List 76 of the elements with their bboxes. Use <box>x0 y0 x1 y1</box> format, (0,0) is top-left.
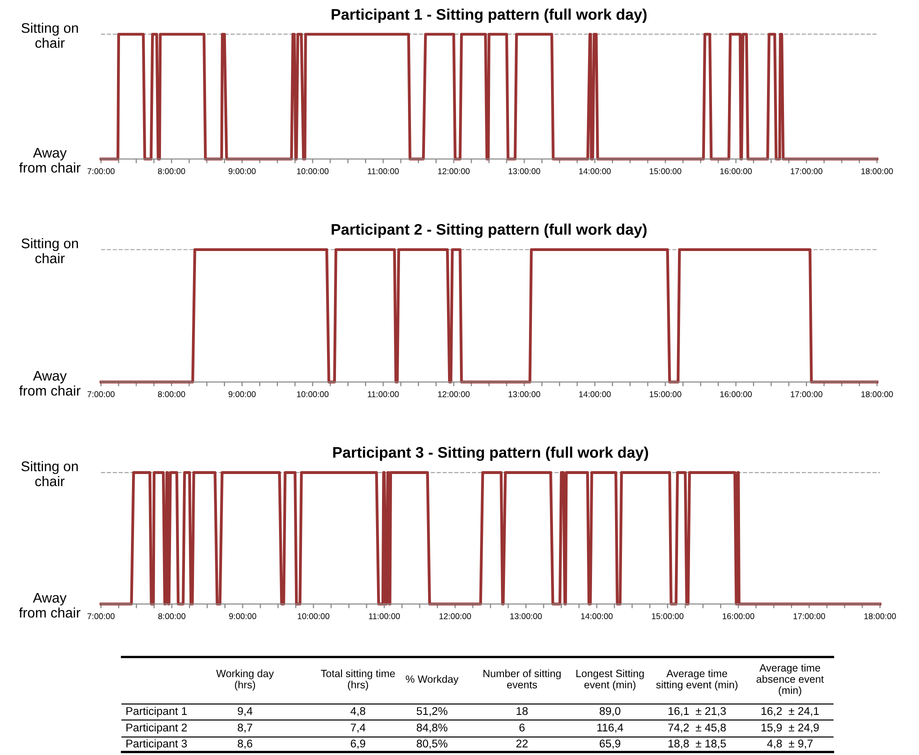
x-tick-label: 9:00:00 <box>229 613 256 620</box>
x-tick-label: 14:00:00 <box>579 168 611 174</box>
x-tick-label: 12:00:00 <box>438 168 470 174</box>
x-tick-label: 14:00:00 <box>581 613 613 620</box>
text: 4,8 <box>350 707 366 716</box>
text: 89,0 <box>600 707 620 716</box>
category-label: Participant 1 <box>126 706 187 718</box>
chart-title: Participant 2 - Sitting pattern (full work day) <box>332 224 647 238</box>
text: 80,5% <box>416 740 448 749</box>
category-label: Sitting on chair <box>21 461 78 486</box>
x-tick-label: 14:00:00 <box>579 391 611 398</box>
category-label: Average time absence event (min) <box>756 664 824 696</box>
category-label: Number of sitting events <box>483 670 561 688</box>
x-tick-label: 7:00:00 <box>88 613 115 620</box>
category-label: Sitting on chair <box>22 22 78 48</box>
x-tick-label: 15:00:00 <box>650 168 682 174</box>
category-label: Away from chair <box>19 148 81 173</box>
x-tick-label: 13:00:00 <box>508 168 540 174</box>
category-label: Participant 3 <box>126 739 187 750</box>
text: 4,8 ± 9,7 <box>767 740 813 749</box>
category-label: Away from chair <box>19 371 81 396</box>
x-tick-label: 7:00:00 <box>88 168 115 174</box>
x-tick-label: 13:00:00 <box>510 613 542 620</box>
x-tick-label: 10:00:00 <box>297 391 329 398</box>
category-label: Longest Sitting event (min) <box>576 670 644 690</box>
x-tick-label: 18:00:00 <box>864 613 896 620</box>
text: 22 <box>516 740 528 748</box>
text: 51,2% <box>416 707 448 716</box>
chart-title: Participant 1 - Sitting pattern (full work day) <box>332 8 647 23</box>
category-label: Working day (hrs) <box>216 670 274 690</box>
text: 116,4 <box>597 724 624 733</box>
category-label: Average time sitting event (min) <box>656 670 738 690</box>
text: 65,9 <box>600 740 620 749</box>
text: 15,9 ± 24,9 <box>762 724 819 733</box>
text: 8,6 <box>238 740 252 749</box>
category-label: Away from chair <box>19 593 80 618</box>
x-tick-label: 15:00:00 <box>650 391 682 398</box>
x-tick-label: 18:00:00 <box>861 391 893 398</box>
x-tick-label: 17:00:00 <box>790 168 822 174</box>
x-tick-label: 17:00:00 <box>794 613 826 620</box>
text: 7,4 <box>350 724 366 733</box>
x-tick-label: 7:00:00 <box>88 391 115 398</box>
x-tick-label: 13:00:00 <box>508 391 540 398</box>
category-label: Total sitting time (hrs) <box>320 670 395 690</box>
text: 74,2 ± 45,8 <box>668 724 726 733</box>
x-tick-label: 17:00:00 <box>790 391 822 398</box>
text: 18 <box>516 707 528 715</box>
text: 6,9 <box>350 740 366 749</box>
x-tick-label: 10:00:00 <box>298 613 330 620</box>
x-tick-label: 9:00:00 <box>228 168 256 174</box>
text: 18,8 ± 18,5 <box>668 740 726 749</box>
x-tick-label: 12:00:00 <box>440 613 471 620</box>
text: 6 <box>519 724 525 732</box>
x-tick-label: 8:00:00 <box>158 391 186 398</box>
text: 16,1 ± 21,3 <box>668 707 726 716</box>
text: 84,8% <box>416 724 448 733</box>
category-label: Participant 2 <box>126 723 187 734</box>
x-tick-label: 8:00:00 <box>158 613 186 620</box>
text: 16,2 ± 24,1 <box>762 707 819 716</box>
category-label: Sitting on chair <box>22 238 78 264</box>
x-tick-label: 11:00:00 <box>368 391 399 398</box>
x-tick-label: 12:00:00 <box>438 391 470 398</box>
x-tick-label: 11:00:00 <box>368 168 399 174</box>
text: 9,4 <box>238 707 252 716</box>
x-tick-label: 16:00:00 <box>720 391 752 398</box>
chart-title: Participant 3 - Sitting pattern (full work day) <box>333 446 648 461</box>
x-tick-label: 16:00:00 <box>722 613 754 620</box>
category-label: % Workday <box>406 675 459 685</box>
x-tick-label: 8:00:00 <box>158 168 186 174</box>
x-tick-label: 18:00:00 <box>861 168 893 174</box>
x-tick-label: 11:00:00 <box>369 613 400 620</box>
x-tick-label: 10:00:00 <box>297 168 329 174</box>
text: 8,7 <box>238 724 252 733</box>
x-tick-label: 15:00:00 <box>652 613 684 620</box>
x-tick-label: 9:00:00 <box>228 391 256 398</box>
x-tick-label: 16:00:00 <box>720 168 752 174</box>
